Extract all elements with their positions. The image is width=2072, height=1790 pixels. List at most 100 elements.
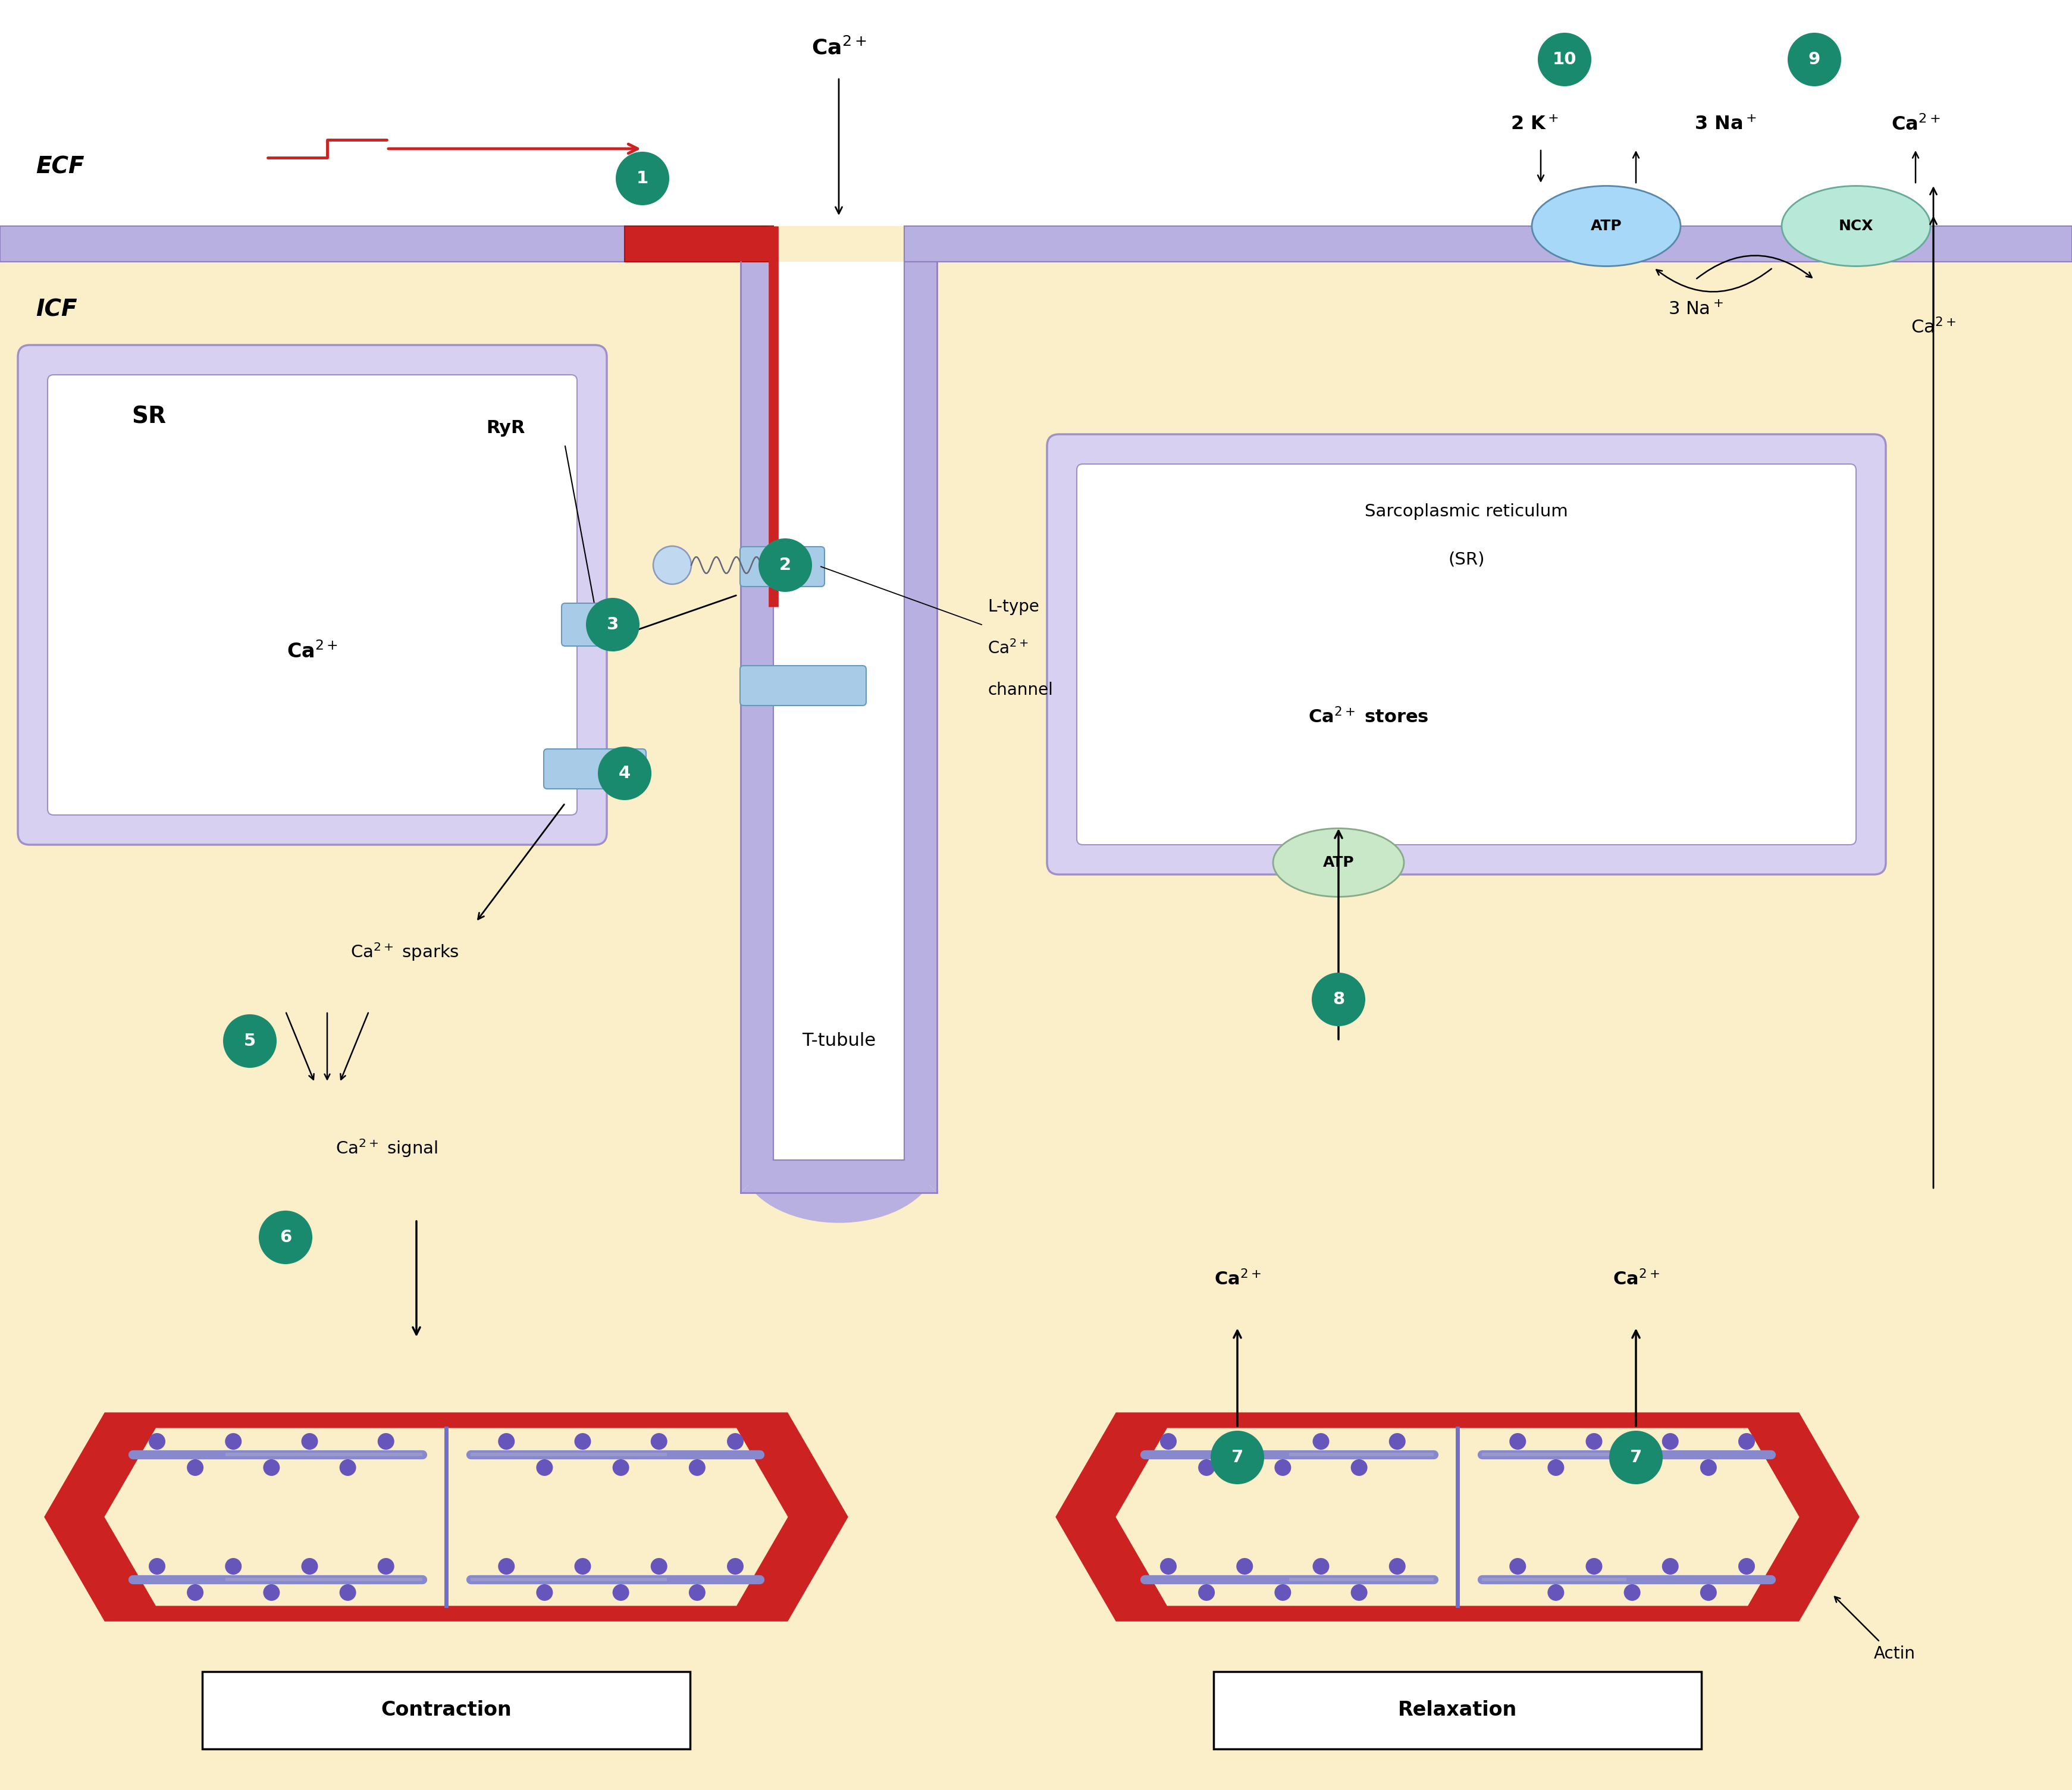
Circle shape [1160, 1434, 1177, 1450]
Text: Sarcoplasmic reticulum: Sarcoplasmic reticulum [1365, 503, 1569, 519]
Text: Ca$^{2+}$: Ca$^{2+}$ [812, 38, 866, 59]
Polygon shape [1117, 1428, 1798, 1606]
Circle shape [1314, 1557, 1330, 1575]
Circle shape [1198, 1459, 1214, 1477]
Circle shape [537, 1584, 553, 1600]
Circle shape [1388, 1557, 1405, 1575]
Circle shape [226, 1557, 242, 1575]
Text: NCX: NCX [1838, 218, 1873, 233]
Circle shape [377, 1434, 394, 1450]
Text: T-tubule: T-tubule [802, 1033, 876, 1049]
Circle shape [1351, 1459, 1368, 1477]
Polygon shape [624, 226, 773, 261]
Circle shape [300, 1434, 317, 1450]
Circle shape [186, 1459, 203, 1477]
Circle shape [1788, 32, 1842, 86]
Circle shape [1738, 1557, 1755, 1575]
Circle shape [1312, 972, 1365, 1026]
Circle shape [586, 598, 640, 652]
Circle shape [226, 1434, 242, 1450]
Text: 3: 3 [607, 616, 620, 634]
Circle shape [613, 1459, 630, 1477]
Circle shape [727, 1557, 744, 1575]
Polygon shape [740, 261, 773, 1192]
FancyBboxPatch shape [740, 666, 866, 705]
Text: L-type: L-type [988, 598, 1040, 616]
FancyBboxPatch shape [740, 546, 825, 587]
Circle shape [651, 1557, 667, 1575]
Text: 6: 6 [280, 1230, 292, 1246]
Text: 7: 7 [1631, 1450, 1641, 1466]
Circle shape [1508, 1557, 1527, 1575]
Circle shape [1585, 1434, 1602, 1450]
Text: channel: channel [988, 682, 1053, 698]
Polygon shape [0, 226, 624, 261]
Text: Ca$^{2+}$: Ca$^{2+}$ [1910, 317, 1956, 337]
Text: ATP: ATP [1322, 856, 1355, 870]
Circle shape [537, 1459, 553, 1477]
Text: Contraction: Contraction [381, 1700, 512, 1720]
FancyBboxPatch shape [562, 603, 628, 646]
Circle shape [1624, 1459, 1641, 1477]
Circle shape [259, 1210, 313, 1264]
Polygon shape [903, 226, 2072, 261]
Polygon shape [106, 1428, 787, 1606]
Circle shape [688, 1584, 704, 1600]
Circle shape [1314, 1434, 1330, 1450]
FancyBboxPatch shape [19, 345, 607, 845]
Text: Ca$^{2+}$: Ca$^{2+}$ [988, 639, 1028, 657]
Circle shape [1388, 1434, 1405, 1450]
Circle shape [727, 1434, 744, 1450]
Text: ECF: ECF [35, 156, 85, 177]
Text: 9: 9 [1809, 52, 1821, 68]
Text: (SR): (SR) [1448, 551, 1486, 567]
Circle shape [377, 1557, 394, 1575]
Text: 3 Na$^+$: 3 Na$^+$ [1668, 301, 1724, 319]
Text: 8: 8 [1332, 992, 1345, 1008]
FancyBboxPatch shape [1077, 464, 1857, 845]
Circle shape [1701, 1459, 1718, 1477]
Polygon shape [773, 261, 903, 1160]
Polygon shape [740, 1160, 937, 1223]
FancyBboxPatch shape [48, 374, 576, 814]
Circle shape [651, 1434, 667, 1450]
Circle shape [497, 1434, 514, 1450]
Text: Ca$^{2+}$: Ca$^{2+}$ [1214, 1269, 1260, 1289]
Text: 5: 5 [244, 1033, 255, 1049]
Polygon shape [46, 1412, 847, 1622]
Circle shape [149, 1557, 166, 1575]
Circle shape [1198, 1584, 1214, 1600]
Circle shape [1160, 1557, 1177, 1575]
Polygon shape [740, 1160, 937, 1192]
Text: Ca$^{2+}$: Ca$^{2+}$ [286, 641, 338, 662]
Circle shape [1508, 1434, 1527, 1450]
Circle shape [224, 1015, 278, 1069]
Text: 1: 1 [636, 170, 649, 186]
Circle shape [1548, 1584, 1564, 1600]
Circle shape [1662, 1434, 1678, 1450]
Text: 4: 4 [620, 764, 630, 782]
Circle shape [340, 1584, 356, 1600]
Text: Ca$^{2+}$ signal: Ca$^{2+}$ signal [336, 1137, 437, 1158]
Circle shape [688, 1459, 704, 1477]
Circle shape [1548, 1459, 1564, 1477]
Text: Ca$^{2+}$: Ca$^{2+}$ [1612, 1269, 1660, 1289]
Text: 2 K$^+$: 2 K$^+$ [1510, 116, 1558, 134]
FancyBboxPatch shape [1046, 435, 1886, 875]
Text: Actin: Actin [1873, 1645, 1915, 1663]
Circle shape [653, 546, 692, 584]
Circle shape [1237, 1434, 1254, 1450]
Ellipse shape [1272, 829, 1405, 897]
Circle shape [1624, 1584, 1641, 1600]
Circle shape [340, 1459, 356, 1477]
Circle shape [497, 1557, 514, 1575]
Circle shape [1610, 1430, 1662, 1484]
Text: Ca$^{2+}$: Ca$^{2+}$ [1892, 115, 1939, 134]
Text: ATP: ATP [1591, 218, 1622, 233]
Ellipse shape [1531, 186, 1680, 267]
Circle shape [615, 152, 669, 206]
Circle shape [1585, 1557, 1602, 1575]
Circle shape [1237, 1557, 1254, 1575]
Circle shape [1537, 32, 1591, 86]
Text: Ca$^{2+}$ sparks: Ca$^{2+}$ sparks [350, 942, 458, 963]
